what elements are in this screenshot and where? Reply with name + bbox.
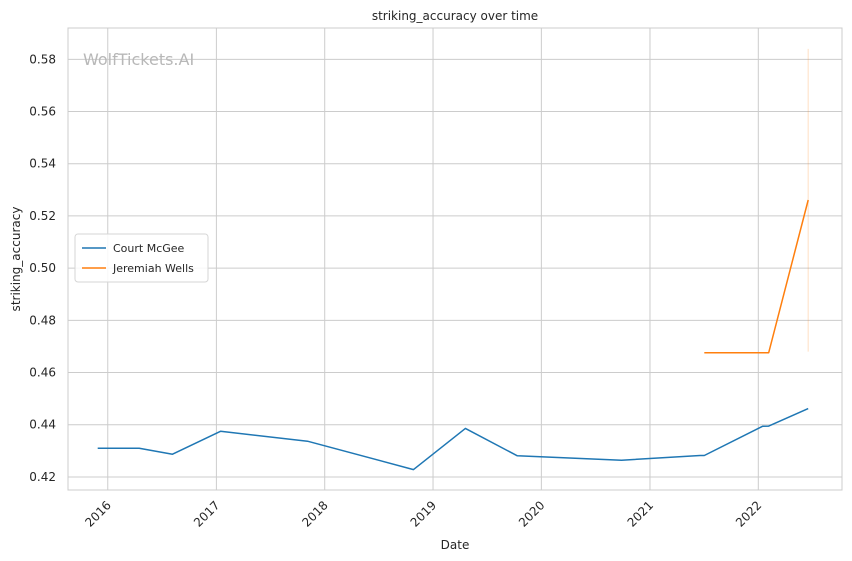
x-tick-label: 2019 — [408, 498, 439, 529]
x-axis-label: Date — [441, 538, 470, 552]
y-tick-label: 0.44 — [29, 418, 56, 432]
y-tick-label: 0.42 — [29, 470, 56, 484]
legend-label-court-mcgee: Court McGee — [113, 242, 185, 255]
legend: Court McGee Jeremiah Wells — [74, 233, 209, 283]
watermark: WolfTickets.AI — [83, 50, 194, 69]
y-tick-label: 0.48 — [29, 313, 56, 327]
x-tick-label: 2022 — [733, 498, 764, 529]
y-tick-label: 0.52 — [29, 209, 56, 223]
series-lines — [97, 48, 809, 471]
y-tick-label: 0.46 — [29, 366, 56, 380]
series-line-court-mcgee — [97, 407, 809, 471]
y-tick-label: 0.50 — [29, 261, 56, 275]
x-tick-label: 2017 — [191, 498, 222, 529]
y-tick-label: 0.58 — [29, 52, 56, 66]
chart-title: striking_accuracy over time — [372, 9, 538, 23]
x-tick-label: 2016 — [82, 498, 113, 529]
x-tick-label: 2018 — [299, 498, 330, 529]
legend-label-jeremiah-wells: Jeremiah Wells — [112, 262, 194, 275]
y-axis-label: striking_accuracy — [9, 207, 23, 312]
series-line-jeremiah-wells — [704, 199, 809, 354]
y-tick-label: 0.54 — [29, 157, 56, 171]
x-tick-label: 2020 — [516, 498, 547, 529]
legend-box — [74, 233, 209, 283]
y-tick-label: 0.56 — [29, 105, 56, 119]
x-tick-label: 2021 — [625, 498, 656, 529]
